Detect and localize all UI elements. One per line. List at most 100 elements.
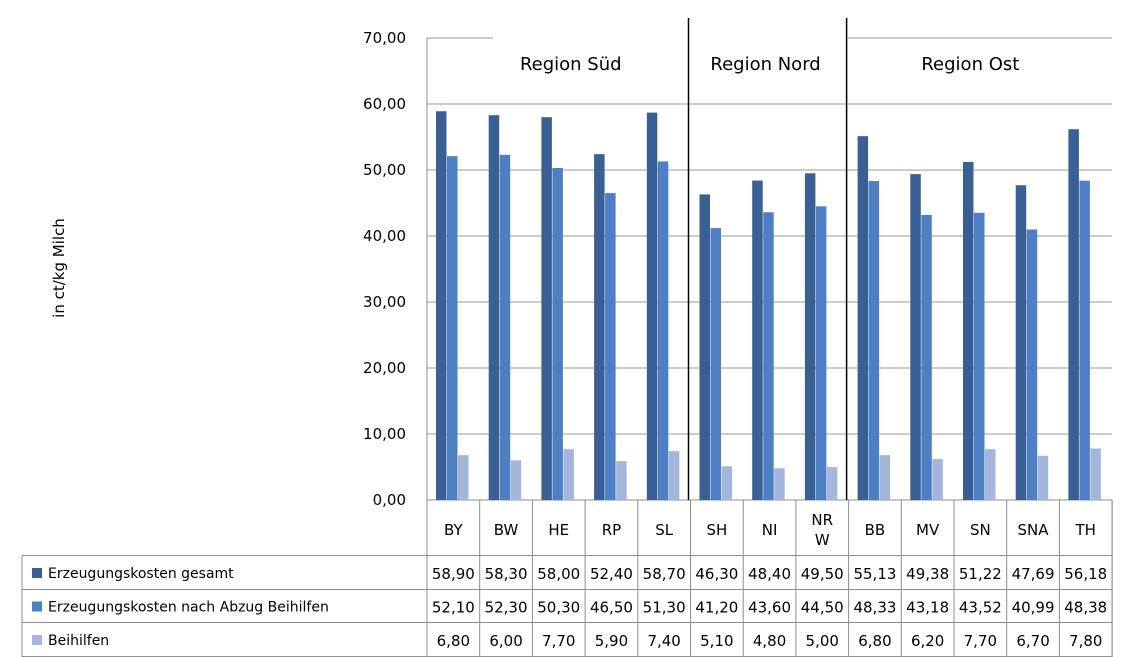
legend-swatch [32,568,42,578]
category-label: SL [655,521,674,539]
bar-sn-series-1 [963,161,974,500]
data-label: 40,99 [1012,599,1055,617]
bar-sna-series-2 [1026,229,1038,500]
data-label: 6,80 [858,632,891,650]
category-label: BY [444,521,463,539]
data-label: 56,18 [1064,565,1107,583]
data-label: 50,30 [537,599,580,617]
bar-mv-series-3 [932,459,943,500]
data-table: BY BW HE RP SL SH NI NR W BB MV SN SNA TH Erzeugungsko… [21,500,1113,657]
y-axis-ticks: 0,00 10,00 20,00 30,00 40,00 50,00 60,00 70,00 [363,29,406,509]
data-label: 43,52 [959,599,1002,617]
legend-entry: Beihilfen [48,633,109,649]
bar-sh-series-1 [699,194,710,501]
region-label: Region Nord [710,54,820,75]
bar-mv-series-1 [910,174,921,501]
bar-sh-series-2 [710,228,721,500]
data-label: 7,70 [964,632,997,650]
bar-by-series-1 [436,111,447,500]
data-label: 47,69 [1012,565,1055,583]
data-label: 52,40 [590,565,633,583]
bar-ni-series-3 [774,468,785,500]
legend-swatch [32,601,42,612]
bar-by-series-3 [458,455,469,500]
legend-swatch [32,635,42,645]
bar-sl-series-2 [657,161,669,501]
data-label: 49,38 [906,565,949,583]
category-label: NR [811,511,833,529]
bar-sl-series-3 [668,451,680,500]
category-label: W [815,531,830,549]
data-label: 6,00 [489,632,522,650]
bar-by-series-2 [447,156,458,500]
bar-sna-series-1 [1015,185,1027,500]
bar-bb-series-2 [868,181,880,500]
bar-ni-series-2 [763,212,774,501]
y-tick-label: 50,00 [363,161,406,179]
bar-mv-series-2 [921,215,932,500]
data-label: 51,30 [643,599,686,617]
region-label: Region Süd [520,54,622,75]
category-label: TH [1075,521,1096,539]
data-label: 52,10 [432,599,475,617]
bar-bb-series-1 [857,136,869,500]
category-label: SNA [1018,521,1050,539]
category-label: MV [916,521,940,539]
legend-entry: Erzeugungskosten gesamt [48,566,234,582]
data-label: 43,60 [748,599,791,617]
data-label: 7,80 [1069,632,1102,650]
data-label: 44,50 [801,599,844,617]
gridlines [426,37,1113,501]
bar-he-series-3 [563,449,574,500]
y-tick-label: 10,00 [363,425,406,443]
data-label: 48,33 [853,599,896,617]
category-label: NI [762,521,778,539]
data-label: 52,30 [485,599,528,617]
data-label: 58,00 [537,565,580,583]
bar-th-series-2 [1079,180,1090,500]
y-axis-label: in ct/kg Milch [50,218,68,318]
legend-entry: Erzeugungskosten nach Abzug Beihilfen [48,600,329,616]
data-label: 49,50 [801,565,844,583]
data-label: 58,90 [432,565,475,583]
data-label: 43,18 [906,599,949,617]
category-label: BW [494,521,519,539]
bar-th-series-1 [1068,129,1079,500]
bar-bb-series-3 [879,455,891,500]
data-label: 48,40 [748,565,791,583]
data-label: 7,40 [647,632,680,650]
category-label: SH [706,521,727,539]
category-label: BB [865,521,886,539]
bar-rp-series-3 [616,461,627,500]
region-labels: Region Süd Region Nord Region Ost [520,18,1019,500]
data-label: 48,38 [1064,599,1107,617]
bar-nrw-series-2 [815,206,827,501]
data-label: 5,00 [806,632,839,650]
bar-bw-series-3 [510,460,522,500]
y-tick-label: 60,00 [363,95,406,113]
data-label: 6,20 [911,632,944,650]
bar-bw-series-1 [488,115,500,500]
region-label: Region Ost [921,54,1019,75]
bar-sna-series-3 [1037,455,1049,500]
bars [436,111,1101,501]
bar-ni-series-1 [752,180,763,500]
bar-sh-series-3 [721,466,732,500]
y-tick-label: 40,00 [363,227,406,245]
bar-nrw-series-3 [826,467,838,500]
bar-he-series-2 [552,168,563,500]
bar-rp-series-2 [605,193,616,500]
data-label: 6,80 [437,632,470,650]
data-label: 55,13 [853,565,896,583]
data-label: 5,90 [595,632,628,650]
bar-sn-series-3 [985,449,996,500]
y-tick-label: 70,00 [363,29,406,47]
bar-bw-series-2 [499,154,511,500]
category-label: HE [548,521,569,539]
data-label: 58,30 [485,565,528,583]
category-label: SN [970,521,991,539]
data-label: 6,70 [1016,632,1049,650]
bar-nrw-series-1 [804,173,816,501]
